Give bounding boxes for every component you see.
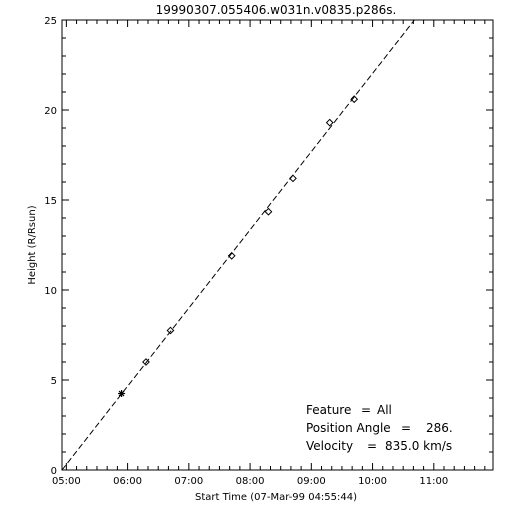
data-point-diamond (227, 251, 236, 260)
x-axis: 05:00 06:00 07:00 08:00 09:00 10:00 11:00 (52, 20, 486, 487)
annotation-label: Feature (306, 403, 351, 417)
y-tick-label: 15 (44, 196, 57, 207)
annotation-value: 286. (426, 421, 453, 435)
data-point-diamond (325, 118, 334, 127)
y-tick-label: 0 (51, 466, 57, 477)
annotation-label: Position Angle (306, 421, 391, 435)
annotation-value: 835.0 km/s (385, 439, 452, 453)
y-axis-label: Height (R/Rsun) (27, 205, 38, 284)
data-points (118, 95, 359, 397)
annotation-equals: = (367, 439, 377, 453)
data-point-diamond (350, 95, 359, 104)
x-tick-label: 06:00 (113, 476, 142, 487)
annotation-equals: = (401, 421, 411, 435)
x-tick-label: 10:00 (358, 476, 387, 487)
x-tick-label: 05:00 (52, 476, 81, 487)
data-point-diamond (142, 358, 150, 366)
x-tick-label: 09:00 (297, 476, 326, 487)
x-tick-label: 11:00 (419, 476, 448, 487)
data-point-asterisk (118, 390, 126, 397)
data-point-diamond (166, 326, 175, 335)
y-tick-label: 10 (44, 286, 57, 297)
data-point-diamond (264, 207, 273, 216)
data-point-diamond (289, 174, 297, 183)
annotation-equals: = (361, 403, 371, 417)
x-axis-label: Start Time (07-Mar-99 04:55:44) (195, 492, 357, 503)
annotation-box: Feature = All Position Angle = 286. Velocity 83… (306, 403, 453, 453)
x-tick-label: 08:00 (236, 476, 265, 487)
asterisk-stroke (118, 390, 125, 397)
y-tick-label: 25 (44, 16, 57, 27)
y-tick-label: 20 (44, 106, 57, 117)
plot-frame (61, 19, 494, 471)
y-tick-label: 5 (51, 376, 57, 387)
y-axis: 0 5 10 15 20 25 (44, 16, 493, 477)
x-tick-label: 07:00 (174, 476, 203, 487)
annotation-value: All (377, 403, 392, 417)
annotation-label: Velocity (306, 439, 353, 453)
chart-title: 19990307.055406.w031n.v0835.p286s. (156, 3, 397, 17)
